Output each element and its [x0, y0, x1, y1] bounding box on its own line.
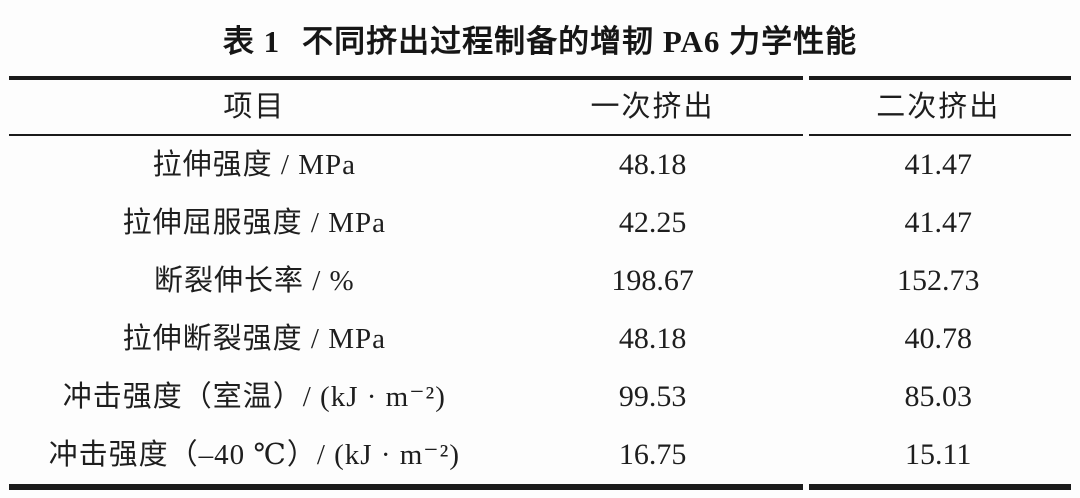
second-extrusion-value: 15.11: [905, 438, 972, 471]
second-extrusion-value: 152.73: [896, 264, 980, 297]
table-bottom-rule: [9, 484, 1071, 490]
table-row: 断裂伸长率 / % 198.67 152.73: [9, 252, 1071, 310]
table-row: 冲击强度（室温）/ (kJ · m⁻²) 99.53 85.03: [9, 368, 1071, 426]
item-label: 拉伸断裂强度 / MPa: [122, 322, 386, 355]
table-row: 拉伸断裂强度 / MPa 48.18 40.78: [9, 310, 1071, 368]
second-extrusion-value: 85.03: [904, 380, 972, 413]
table-row: 拉伸屈服强度 / MPa 42.25 41.47: [9, 194, 1071, 252]
item-label: 拉伸强度 / MPa: [152, 148, 356, 181]
first-extrusion-value: 198.67: [611, 264, 694, 297]
header-first-extrusion: 一次挤出: [590, 90, 715, 123]
first-extrusion-value: 42.25: [618, 206, 687, 239]
second-extrusion-value: 41.47: [904, 206, 972, 239]
item-label: 拉伸屈服强度 / MPa: [122, 206, 386, 239]
table-row: 冲击强度（–40 ℃）/ (kJ · m⁻²) 16.75 15.11: [9, 426, 1071, 484]
first-extrusion-value: 48.18: [618, 148, 687, 181]
header-item: 项目: [223, 90, 286, 123]
rule-segment: [809, 76, 1071, 80]
table-body: 拉伸强度 / MPa 48.18 41.47 拉伸屈服强度 / MPa 42.2…: [9, 136, 1071, 484]
rule-segment: [809, 134, 1071, 136]
rule-segment: [9, 76, 804, 80]
first-extrusion-value: 99.53: [618, 380, 687, 413]
table-title-text: 不同挤出过程制备的增韧 PA6 力学性能: [302, 23, 858, 59]
item-label: 冲击强度（–40 ℃）/ (kJ · m⁻²): [48, 438, 460, 471]
table-header-row: 项目 一次挤出 二次挤出: [9, 80, 1071, 134]
first-extrusion-value: 16.75: [618, 438, 687, 471]
rule-segment: [809, 484, 1071, 490]
header-divider-rule: [9, 134, 1071, 136]
table-row: 拉伸强度 / MPa 48.18 41.47: [9, 136, 1071, 194]
table-caption: 表 1 不同挤出过程制备的增韧 PA6 力学性能: [9, 0, 1071, 76]
item-label: 冲击强度（室温）/ (kJ · m⁻²): [62, 380, 446, 413]
item-label: 断裂伸长率 / %: [153, 264, 355, 297]
table-number: 表 1: [222, 23, 281, 59]
rule-segment: [9, 134, 804, 136]
first-extrusion-value: 48.18: [618, 322, 687, 355]
second-extrusion-value: 40.78: [904, 322, 972, 355]
second-extrusion-value: 41.47: [904, 148, 972, 181]
header-second-extrusion: 二次挤出: [876, 90, 1001, 123]
rule-segment: [9, 484, 804, 490]
table-top-rule: [9, 76, 1071, 80]
